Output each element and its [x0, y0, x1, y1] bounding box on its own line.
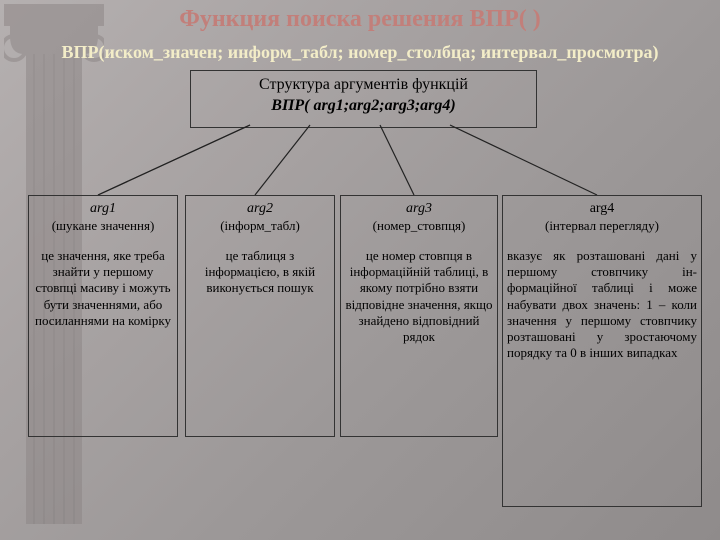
arg1-desc: це значення, яке треба знайти у першому …	[33, 248, 173, 329]
slide-title: Функция поиска решения ВПР( )	[0, 6, 720, 33]
root-line2: ВПР( arg1;arg2;arg3;arg4)	[191, 96, 536, 117]
arg3-box: arg3 (номер_стовпця) це номер стовпця в …	[340, 195, 498, 437]
arg4-sub: (інтервал перегляду)	[507, 218, 697, 234]
arg3-name: arg3	[345, 200, 493, 218]
arg3-desc: це номер стовпця в інформаційній таблиці…	[345, 248, 493, 346]
arg1-name: arg1	[33, 200, 173, 218]
arg3-sub: (номер_стовпця)	[345, 218, 493, 234]
arg2-name: arg2	[190, 200, 330, 218]
slide-root: Функция поиска решения ВПР( ) ВПР(иском_…	[0, 0, 720, 540]
arg2-desc: це таблиця з інформацією, в якій виконує…	[190, 248, 330, 297]
arg1-sub: (шукане значення)	[33, 218, 173, 234]
arg1-box: arg1 (шукане значення) це значення, яке …	[28, 195, 178, 437]
arg4-name: arg4	[507, 200, 697, 218]
arg4-desc: вказує як розташовані дані у першому сто…	[507, 248, 697, 362]
syntax-line: ВПР(иском_значен; информ_табл; номер_сто…	[0, 42, 720, 63]
root-line1: Структура аргументів функцій	[191, 75, 536, 96]
arg4-box: arg4 (інтервал перегляду) вказує як розт…	[502, 195, 702, 507]
root-box: Структура аргументів функцій ВПР( arg1;a…	[190, 70, 537, 128]
arg2-box: arg2 (інформ_табл) це таблиця з інформац…	[185, 195, 335, 437]
arg2-sub: (інформ_табл)	[190, 218, 330, 234]
